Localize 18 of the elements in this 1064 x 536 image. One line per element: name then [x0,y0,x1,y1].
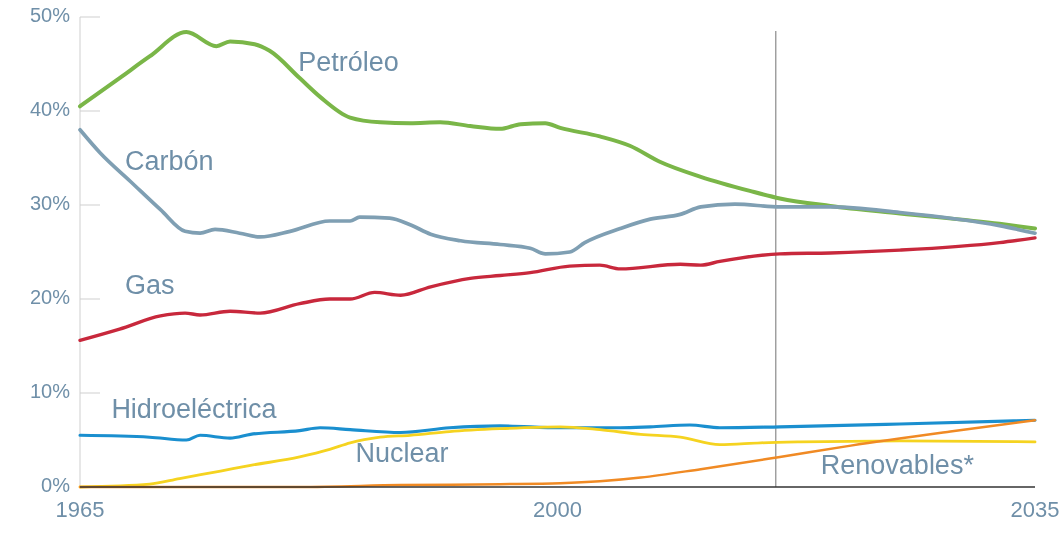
line-series [78,127,1037,256]
line-series [78,236,1037,343]
x-tick-label: 2035 [1010,497,1060,522]
y-tick-label: 20% [29,286,71,309]
y-tick-label: 40% [29,98,71,121]
x-tick-label: 2000 [533,497,582,522]
series-label: Nuclear [355,438,449,469]
line-series [78,418,1037,442]
series-label: Renovables* [820,450,975,481]
series-label: Gas [125,269,175,300]
series-label: Petróleo [298,47,399,78]
series-label: Carbón [125,145,214,176]
y-tick-label: 50% [29,4,71,27]
y-tick-label: 10% [29,380,71,403]
series-label: Hidroeléctrica [111,393,278,424]
y-tick-label: 0% [41,474,71,497]
x-tick-label: 1965 [55,497,105,522]
y-tick-label: 30% [29,192,71,215]
